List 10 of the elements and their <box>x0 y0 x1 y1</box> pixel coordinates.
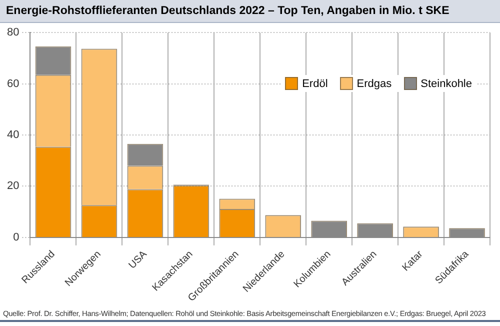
y-tick-label: 60 <box>6 78 20 90</box>
y-tick-label: 40 <box>6 129 20 142</box>
y-tick-label: 0 <box>13 231 20 244</box>
x-tick-label: USA <box>126 248 150 272</box>
legend-label: Erdöl <box>302 78 328 90</box>
chart-title: Energie-Rohstofflieferanten Deutschlands 2022 – Top Ten, Angaben in Mio. t SKE <box>0 0 500 23</box>
y-tick-label: 80 <box>6 26 20 39</box>
y-tick-label: 20 <box>6 180 20 192</box>
legend-label: Steinkohle <box>420 78 472 90</box>
legend-label: Erdgas <box>356 78 392 90</box>
